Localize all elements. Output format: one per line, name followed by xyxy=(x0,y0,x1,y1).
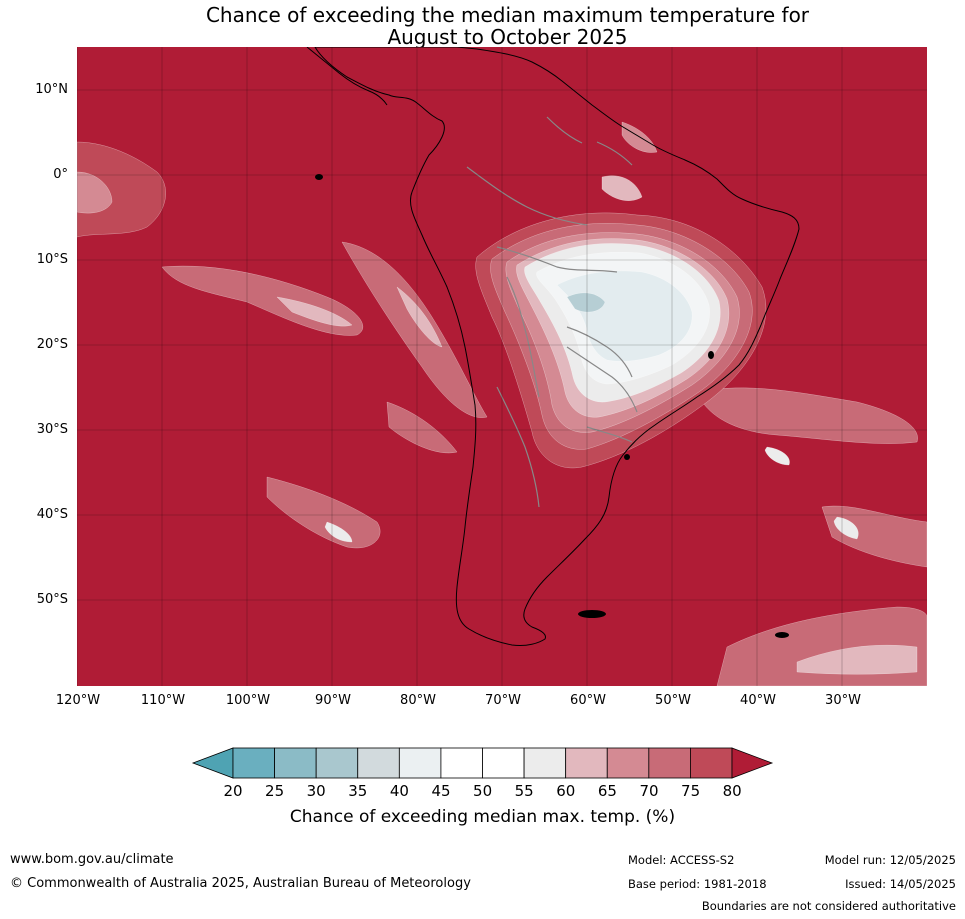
colorbar-cell xyxy=(523,747,567,779)
colorbar-tick-55: 55 xyxy=(514,782,534,800)
lon-label-80w: 80°W xyxy=(400,693,436,708)
ocean-anomaly-patches xyxy=(77,121,927,686)
colorbar-tick-75: 75 xyxy=(681,782,701,800)
lat-label-0: 0° xyxy=(53,167,68,182)
map-background xyxy=(77,47,927,686)
pacific-band-patch-core xyxy=(276,296,353,327)
central-america-coastline xyxy=(306,47,388,106)
islands xyxy=(315,174,789,638)
graticule xyxy=(77,47,927,686)
lon-label-120w: 120°W xyxy=(55,693,101,708)
lat-label-10n: 10°N xyxy=(35,82,68,97)
colorbar-tick-30: 30 xyxy=(306,782,326,800)
south-atlantic-far-core xyxy=(796,644,918,675)
lat-label-40s: 40°S xyxy=(36,507,68,522)
colorbar-cell xyxy=(648,747,691,779)
southeast-pacific-core xyxy=(324,521,353,543)
map-panel xyxy=(77,47,927,686)
model-text: Model: ACCESS-S2 xyxy=(628,853,735,867)
colorbar-tick-65: 65 xyxy=(597,782,617,800)
northeast-brazil-coast-patch xyxy=(601,175,643,201)
lon-label-90w: 90°W xyxy=(315,693,351,708)
lat-label-20s: 20°S xyxy=(36,337,68,352)
colorbar-cell xyxy=(357,747,400,779)
equatorial-pacific-patch-core xyxy=(77,171,113,214)
colorbar-cell xyxy=(565,747,608,779)
colorbar-tick-20: 20 xyxy=(223,782,243,800)
map-title: Chance of exceeding the median maximum t… xyxy=(0,4,965,48)
colorbar-cells xyxy=(191,747,774,779)
colorbar-cell xyxy=(482,747,525,779)
colorbar-tick-40: 40 xyxy=(389,782,409,800)
lon-label-30w: 30°W xyxy=(825,693,861,708)
colorbar-cell xyxy=(232,747,275,779)
base-period-text: Base period: 1981-2018 xyxy=(628,877,767,891)
colorbar-extend-high xyxy=(731,747,774,779)
central-south-america-anomaly xyxy=(475,212,767,469)
colorbar-tick-70: 70 xyxy=(639,782,659,800)
model-run-text: Model run: 12/05/2025 xyxy=(824,853,956,867)
equatorial-pacific-patch xyxy=(77,141,166,238)
colorbar-tick-25: 25 xyxy=(265,782,285,800)
chile-coast-band-core xyxy=(396,286,443,348)
lon-label-50w: 50°W xyxy=(655,693,691,708)
south-america-coastline xyxy=(314,47,800,646)
colorbar-cell xyxy=(690,747,733,779)
colorbar-tick-50: 50 xyxy=(473,782,493,800)
continent-anomaly-40 xyxy=(566,292,606,313)
colorbar-tick-80: 80 xyxy=(722,782,742,800)
lat-label-10s: 10°S xyxy=(36,252,68,267)
colorbar-tick-60: 60 xyxy=(556,782,576,800)
disclaimer-text: Boundaries are not considered authoritat… xyxy=(701,899,956,913)
issued-text: Issued: 14/05/2025 xyxy=(845,877,956,891)
lat-label-50s: 50°S xyxy=(36,592,68,607)
title-line-1: Chance of exceeding the median maximum t… xyxy=(205,3,810,27)
chile-coast-band-patch xyxy=(341,241,488,418)
country-borders xyxy=(466,116,638,508)
colorbar-cell xyxy=(440,747,483,779)
lon-label-110w: 110°W xyxy=(140,693,186,708)
colorbar-cell xyxy=(606,747,650,779)
copyright-text: © Commonwealth of Australia 2025, Austra… xyxy=(10,876,471,891)
southeast-atlantic-core xyxy=(833,516,859,540)
colorbar-cell xyxy=(274,747,317,779)
colorbar xyxy=(191,747,774,779)
south-atlantic-core xyxy=(764,446,790,466)
forecast-map xyxy=(77,47,927,686)
lon-label-60w: 60°W xyxy=(570,693,606,708)
south-atlantic-patch xyxy=(696,387,918,444)
lon-label-40w: 40°W xyxy=(740,693,776,708)
colorbar-extend-low xyxy=(191,747,234,779)
colorbar-cell xyxy=(315,747,359,779)
title-line-2: August to October 2025 xyxy=(387,25,628,49)
south-pacific-patch xyxy=(386,401,458,454)
lon-label-70w: 70°W xyxy=(485,693,521,708)
southeast-pacific-patch xyxy=(266,476,381,549)
colorbar-tick-45: 45 xyxy=(431,782,451,800)
website-link[interactable]: www.bom.gov.au/climate xyxy=(10,852,174,867)
colorbar-cell xyxy=(398,747,442,779)
lat-label-30s: 30°S xyxy=(36,422,68,437)
lon-label-100w: 100°W xyxy=(225,693,271,708)
colorbar-label: Chance of exceeding median max. temp. (%… xyxy=(289,807,676,827)
colorbar-tick-35: 35 xyxy=(348,782,368,800)
